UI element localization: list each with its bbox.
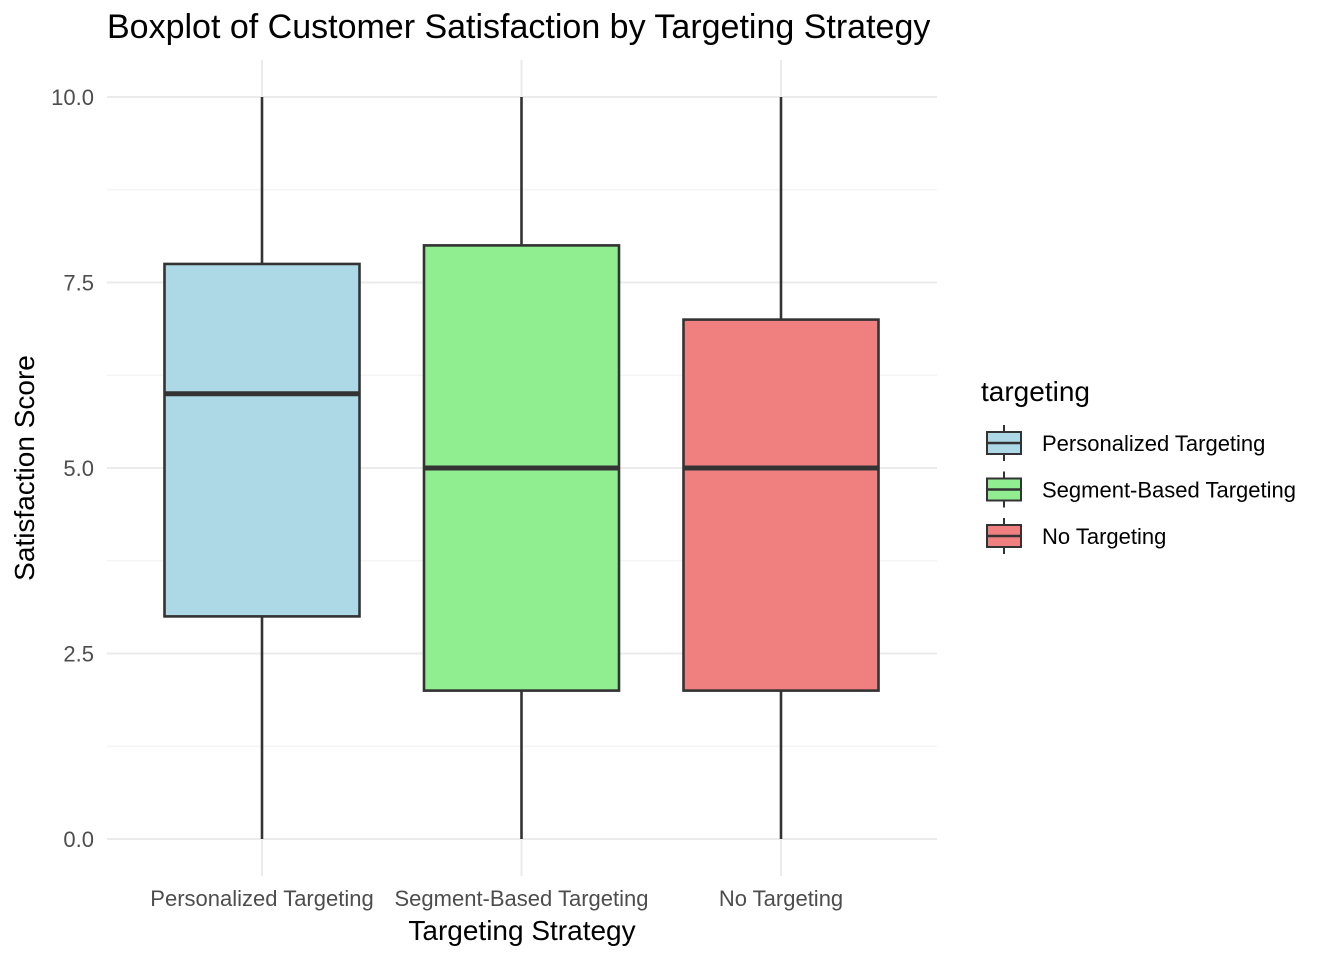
y-tick-label: 10.0 — [51, 85, 94, 110]
y-axis: 0.0 2.5 5.0 7.5 10.0 — [51, 85, 94, 852]
legend: targeting Personalized Targeting Segment-… — [981, 376, 1296, 554]
y-tick-label: 2.5 — [63, 642, 94, 667]
chart-title: Boxplot of Customer Satisfaction by Targ… — [107, 8, 930, 46]
legend-label: No Targeting — [1042, 524, 1166, 549]
box-segment-based-targeting — [422, 97, 621, 839]
y-tick-label: 7.5 — [63, 271, 94, 296]
legend-item: Segment-Based Targeting — [986, 471, 1296, 508]
x-tick-label: No Targeting — [719, 886, 843, 911]
legend-label: Personalized Targeting — [1042, 431, 1265, 456]
y-tick-label: 5.0 — [63, 456, 94, 481]
box-no-targeting — [682, 97, 880, 839]
x-tick-label: Segment-Based Targeting — [395, 886, 649, 911]
x-axis: Personalized Targeting Segment-Based Targ… — [150, 886, 843, 911]
legend-item: No Targeting — [986, 518, 1166, 554]
legend-title: targeting — [981, 376, 1090, 407]
box-personalized-targeting — [163, 97, 361, 839]
legend-item: Personalized Targeting — [986, 425, 1265, 461]
x-axis-title: Targeting Strategy — [408, 915, 635, 946]
y-axis-title: Satisfaction Score — [9, 355, 40, 581]
plot-area — [163, 97, 880, 839]
box-iqr — [163, 262, 361, 618]
x-tick-label: Personalized Targeting — [150, 886, 373, 911]
y-tick-label: 0.0 — [63, 827, 94, 852]
legend-label: Segment-Based Targeting — [1042, 478, 1296, 503]
box-iqr — [682, 318, 880, 692]
